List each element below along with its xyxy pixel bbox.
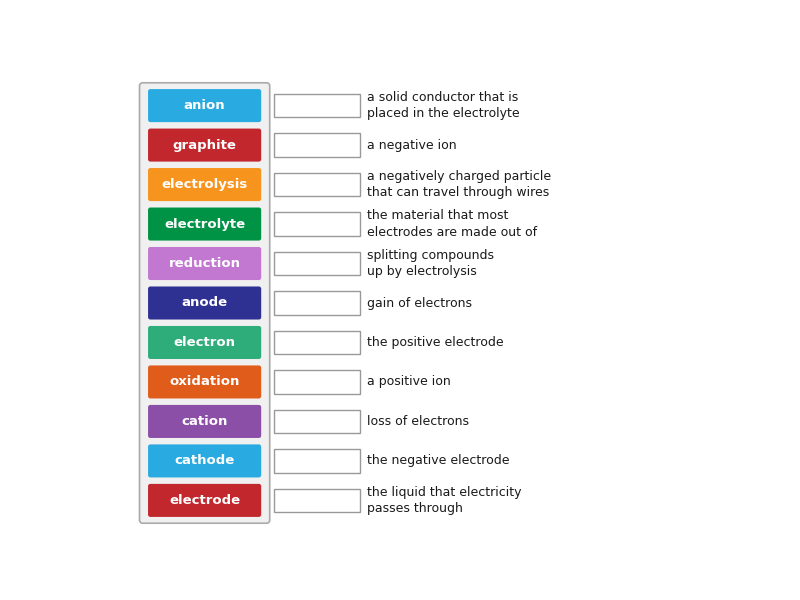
Bar bbox=[274, 173, 360, 196]
Text: the material that most
electrodes are made out of: the material that most electrodes are ma… bbox=[367, 209, 538, 239]
Bar bbox=[274, 94, 360, 118]
Text: the negative electrode: the negative electrode bbox=[367, 454, 510, 467]
Text: electrolysis: electrolysis bbox=[162, 178, 248, 191]
Bar bbox=[274, 488, 360, 512]
FancyBboxPatch shape bbox=[148, 208, 262, 241]
Text: a solid conductor that is
placed in the electrolyte: a solid conductor that is placed in the … bbox=[367, 91, 520, 121]
Bar bbox=[274, 410, 360, 433]
Text: a negatively charged particle
that can travel through wires: a negatively charged particle that can t… bbox=[367, 170, 551, 199]
FancyBboxPatch shape bbox=[148, 445, 262, 478]
Text: loss of electrons: loss of electrons bbox=[367, 415, 470, 428]
Text: anion: anion bbox=[184, 99, 226, 112]
Bar bbox=[274, 449, 360, 473]
Bar bbox=[274, 212, 360, 236]
Text: reduction: reduction bbox=[169, 257, 241, 270]
Text: oxidation: oxidation bbox=[170, 376, 240, 388]
FancyBboxPatch shape bbox=[148, 89, 262, 122]
FancyBboxPatch shape bbox=[148, 128, 262, 161]
Text: a positive ion: a positive ion bbox=[367, 376, 451, 388]
Text: splitting compounds
up by electrolysis: splitting compounds up by electrolysis bbox=[367, 249, 494, 278]
Text: gain of electrons: gain of electrons bbox=[367, 296, 472, 310]
FancyBboxPatch shape bbox=[148, 365, 262, 398]
FancyBboxPatch shape bbox=[148, 405, 262, 438]
Bar bbox=[274, 133, 360, 157]
Text: electron: electron bbox=[174, 336, 236, 349]
FancyBboxPatch shape bbox=[148, 247, 262, 280]
Text: electrolyte: electrolyte bbox=[164, 218, 245, 230]
Text: a negative ion: a negative ion bbox=[367, 139, 457, 152]
Bar bbox=[274, 291, 360, 315]
Text: cation: cation bbox=[182, 415, 228, 428]
FancyBboxPatch shape bbox=[148, 168, 262, 201]
FancyBboxPatch shape bbox=[148, 484, 262, 517]
Text: anode: anode bbox=[182, 296, 228, 310]
FancyBboxPatch shape bbox=[148, 326, 262, 359]
Text: the positive electrode: the positive electrode bbox=[367, 336, 504, 349]
Bar bbox=[274, 331, 360, 355]
FancyBboxPatch shape bbox=[139, 83, 270, 523]
FancyBboxPatch shape bbox=[148, 286, 262, 320]
Text: graphite: graphite bbox=[173, 139, 237, 152]
Text: electrode: electrode bbox=[169, 494, 240, 507]
Text: the liquid that electricity
passes through: the liquid that electricity passes throu… bbox=[367, 485, 522, 515]
Bar bbox=[274, 370, 360, 394]
Text: cathode: cathode bbox=[174, 454, 234, 467]
Bar bbox=[274, 251, 360, 275]
